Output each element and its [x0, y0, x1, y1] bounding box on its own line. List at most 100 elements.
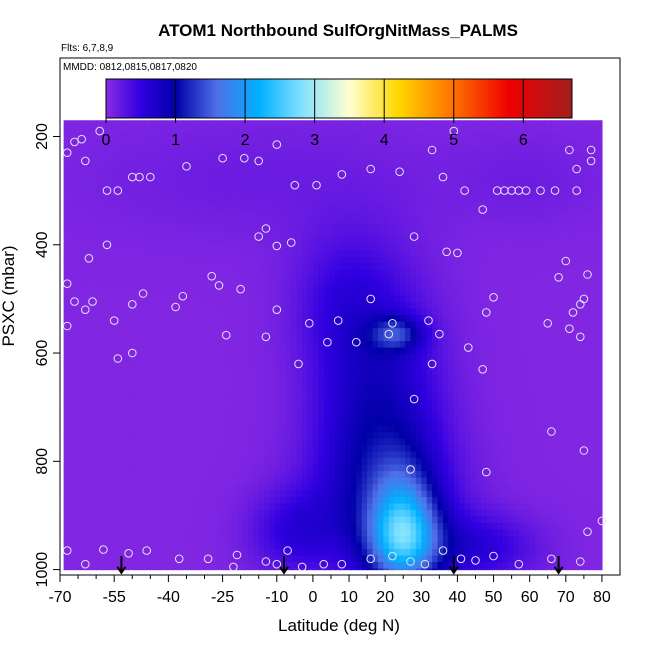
heatmap-cell-3359 [318, 568, 325, 571]
heatmap-cell-3839 [356, 503, 363, 511]
heatmap-cell-4209 [388, 178, 395, 186]
heatmap-cell-1625 [188, 217, 195, 225]
heatmap-cell-1968 [215, 172, 222, 180]
heatmap-cell-901 [128, 516, 135, 524]
heatmap-cell-2607 [264, 230, 271, 238]
heatmap-cell-529 [101, 373, 108, 381]
heatmap-cell-3656 [345, 224, 352, 232]
heatmap-cell-1039 [139, 503, 146, 511]
heatmap-cell-3696 [345, 484, 352, 492]
heatmap-cell-539 [101, 438, 108, 446]
heatmap-cell-3784 [356, 146, 363, 154]
heatmap-cell-787 [123, 230, 130, 238]
heatmap-cell-3997 [372, 165, 379, 173]
heatmap-cell-1626 [188, 224, 195, 232]
heatmap-cell-3612 [340, 393, 347, 401]
heatmap-cell-3466 [329, 354, 336, 362]
heatmap-cell-2570 [258, 445, 265, 453]
heatmap-cell-991 [139, 191, 146, 199]
heatmap-cell-3621 [340, 451, 347, 459]
heatmap-cell-3328 [318, 367, 325, 375]
heatmap-cell-1542 [182, 133, 189, 141]
heatmap-cell-1942 [209, 458, 216, 466]
heatmap-cell-4121 [377, 516, 384, 524]
heatmap-cell-3655 [345, 217, 352, 225]
heatmap-cell-960 [134, 445, 141, 453]
heatmap-cell-2804 [280, 146, 287, 154]
heatmap-cell-491 [101, 126, 108, 134]
heatmap-cell-3704 [345, 536, 352, 544]
heatmap-cell-4795 [432, 347, 439, 355]
heatmap-cell-1349 [166, 243, 173, 251]
heatmap-cell-4075 [377, 217, 384, 225]
heatmap-cell-3185 [307, 347, 314, 355]
heatmap-cell-1504 [177, 341, 184, 349]
heatmap-cell-2500 [253, 445, 260, 453]
heatmap-cell-4388 [399, 432, 406, 440]
heatmap-cell-2602 [264, 198, 271, 206]
heatmap-cell-3410 [323, 445, 330, 453]
heatmap-cell-2715 [269, 477, 276, 485]
heatmap-cell-516 [101, 289, 108, 297]
heatmap-cell-55 [63, 477, 70, 485]
heatmap-cell-3167 [307, 230, 314, 238]
heatmap-cell-1697 [193, 230, 200, 238]
heatmap-cell-1030 [139, 445, 146, 453]
heatmap-cell-2782 [274, 458, 281, 466]
heatmap-cell-3599 [340, 308, 347, 316]
heatmap-cell-3224 [312, 146, 319, 154]
heatmap-cell-4974 [448, 146, 455, 154]
heatmap-cell-1360 [166, 315, 173, 323]
heatmap-cell-883 [128, 399, 135, 407]
heatmap-cell-4570 [415, 250, 422, 258]
heatmap-cell-4343 [399, 139, 406, 147]
heatmap-cell-1338 [166, 172, 173, 180]
heatmap-cell-4522 [410, 393, 417, 401]
heatmap-cell-2090 [220, 510, 227, 518]
heatmap-cell-2264 [237, 276, 244, 284]
heatmap-cell-1381 [166, 451, 173, 459]
heatmap-cell-3597 [340, 295, 347, 303]
heatmap-cell-4418 [405, 172, 412, 180]
heatmap-cell-20 [63, 250, 70, 258]
heatmap-cell-2440 [247, 510, 254, 518]
heatmap-cell-1570 [182, 315, 189, 323]
heatmap-cell-1640 [188, 315, 195, 323]
heatmap-cell-1890 [209, 120, 216, 128]
heatmap-cell-2690 [269, 315, 276, 323]
heatmap-cell-4204 [388, 146, 395, 154]
heatmap-cell-1913 [209, 269, 216, 277]
heatmap-cell-3758 [350, 432, 357, 440]
heatmap-cell-1255 [155, 542, 162, 550]
heatmap-cell-2155 [226, 477, 233, 485]
heatmap-cell-1489 [177, 243, 184, 251]
heatmap-cell-891 [128, 451, 135, 459]
heatmap-cell-1513 [177, 399, 184, 407]
heatmap-cell-91 [69, 256, 76, 264]
heatmap-cell-1301 [161, 386, 168, 394]
heatmap-cell-467 [96, 425, 103, 433]
heatmap-cell-2654 [264, 536, 271, 544]
heatmap-cell-965 [134, 477, 141, 485]
heatmap-cell-3736 [350, 289, 357, 297]
heatmap-cell-3591 [340, 256, 347, 264]
heatmap-cell-1515 [177, 412, 184, 420]
heatmap-cell-3177 [307, 295, 314, 303]
heatmap-cell-2705 [269, 412, 276, 420]
heatmap-cell-1790 [199, 380, 206, 388]
heatmap-cell-1361 [166, 321, 173, 329]
heatmap-cell-4153 [383, 269, 390, 277]
heatmap-cell-4877 [437, 425, 444, 433]
heatmap-cell-2040 [220, 185, 227, 193]
heatmap-cell-1318 [161, 497, 168, 505]
heatmap-cell-303 [85, 269, 92, 277]
heatmap-cell-3259 [312, 373, 319, 381]
heatmap-cell-4635 [421, 217, 428, 225]
heatmap-cell-4896 [437, 549, 444, 557]
heatmap-cell-3996 [372, 159, 379, 167]
heatmap-cell-3345 [318, 477, 325, 485]
heatmap-cell-1324 [161, 536, 168, 544]
heatmap-cell-1500 [177, 315, 184, 323]
heatmap-cell-874 [128, 341, 135, 349]
heatmap-cell-201 [74, 516, 81, 524]
